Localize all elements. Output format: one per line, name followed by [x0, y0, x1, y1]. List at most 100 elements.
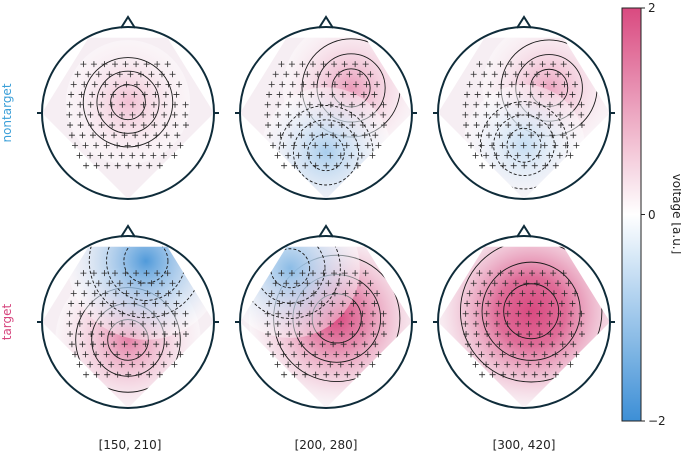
sensor-marker: [143, 270, 150, 277]
sensor-marker: [165, 290, 172, 297]
colorbar-tick-label-min: −2: [648, 414, 666, 428]
sensor-marker: [380, 101, 387, 108]
sensor-marker: [370, 331, 377, 338]
sensor-marker: [275, 122, 282, 129]
sensor-marker: [95, 71, 102, 78]
sensor-marker: [352, 290, 359, 297]
sensor-marker: [333, 371, 340, 378]
sensor-marker: [91, 290, 98, 297]
sensor-marker: [528, 341, 535, 348]
sensor-marker: [331, 61, 338, 68]
sensor-marker: [319, 341, 326, 348]
sensor-marker: [274, 320, 281, 327]
sensor-marker: [66, 310, 73, 317]
sensor-marker: [348, 361, 355, 368]
sensor-marker: [129, 101, 136, 108]
sensor-marker: [90, 61, 97, 68]
sensor-marker: [274, 111, 281, 118]
sensor-marker: [541, 142, 548, 149]
sensor-marker: [557, 310, 564, 317]
sensor-marker: [264, 320, 271, 327]
sensor-marker: [87, 152, 94, 159]
sensor-marker: [484, 122, 491, 129]
sensor-marker: [89, 132, 96, 139]
sensor-marker: [485, 91, 492, 98]
sensor-marker: [515, 101, 522, 108]
sensor-marker: [141, 300, 148, 307]
sensor-marker: [140, 320, 147, 327]
sensor-marker: [104, 162, 111, 169]
sensor-marker: [114, 142, 121, 149]
sensor-marker: [558, 91, 565, 98]
sensor-marker: [478, 142, 485, 149]
sensor-marker: [548, 91, 555, 98]
sensor-marker: [536, 111, 543, 118]
sensor-marker: [148, 280, 155, 287]
sensor-marker: [331, 290, 338, 297]
topomap-target-1: [235, 224, 417, 409]
sensor-marker: [475, 132, 482, 139]
contour-line: [96, 70, 160, 134]
sensor-marker: [108, 310, 115, 317]
sensor-marker: [528, 132, 535, 139]
sensor-marker: [116, 71, 123, 78]
sensor-marker: [279, 290, 286, 297]
sensor-marker: [156, 371, 163, 378]
sensor-marker: [472, 320, 479, 327]
sensor-marker: [129, 310, 136, 317]
sensor-marker: [278, 61, 285, 68]
sensor-marker: [103, 142, 110, 149]
sensor-marker: [317, 122, 324, 129]
sensor-marker: [508, 290, 515, 297]
sensor-marker: [154, 81, 161, 88]
sensor-marker: [462, 310, 469, 317]
sensor-marker: [66, 101, 73, 108]
topomap-target-0: [37, 224, 219, 409]
sensor-marker: [342, 290, 349, 297]
sensor-marker: [118, 361, 125, 368]
sensor-marker: [374, 290, 381, 297]
sensor-marker: [341, 270, 348, 277]
sensor-marker: [525, 310, 532, 317]
sensor-marker: [512, 71, 519, 78]
sensor-marker: [568, 331, 575, 338]
sensor-marker: [520, 142, 527, 149]
sensor-marker: [88, 331, 95, 338]
sensor-marker: [77, 310, 84, 317]
sensor-marker: [112, 270, 119, 277]
sensor-marker: [380, 310, 387, 317]
sensor-marker: [325, 280, 332, 287]
sensor-marker: [508, 61, 515, 68]
sensor-marker: [307, 331, 314, 338]
sensor-marker: [476, 61, 483, 68]
sensor-marker: [97, 152, 104, 159]
sensor-marker: [306, 320, 313, 327]
sensor-marker: [493, 361, 500, 368]
sensor-marker: [348, 320, 355, 327]
sensor-marker: [317, 101, 324, 108]
sensor-marker: [473, 122, 480, 129]
sensor-marker: [74, 71, 81, 78]
sensor-marker: [312, 371, 319, 378]
sensor-marker: [110, 300, 117, 307]
sensor-marker: [338, 320, 345, 327]
sensor-marker: [151, 331, 158, 338]
sensor-marker: [285, 361, 292, 368]
sensor-marker: [322, 351, 329, 358]
sensor-marker: [362, 270, 369, 277]
sensor-marker: [121, 341, 128, 348]
sensor-marker: [101, 270, 108, 277]
sensor-marker: [552, 371, 559, 378]
sensor-marker: [536, 310, 543, 317]
row-label-target: target: [0, 303, 14, 340]
sensor-marker: [565, 71, 572, 78]
sensor-marker: [504, 310, 511, 317]
sensor-marker: [172, 122, 179, 129]
sensor-marker: [108, 361, 115, 368]
sensor-marker: [108, 320, 115, 327]
sensor-marker: [146, 371, 153, 378]
sensor-marker: [265, 331, 272, 338]
sensor-marker: [510, 351, 517, 358]
sensor-marker: [540, 290, 547, 297]
sensor-marker: [161, 111, 168, 118]
